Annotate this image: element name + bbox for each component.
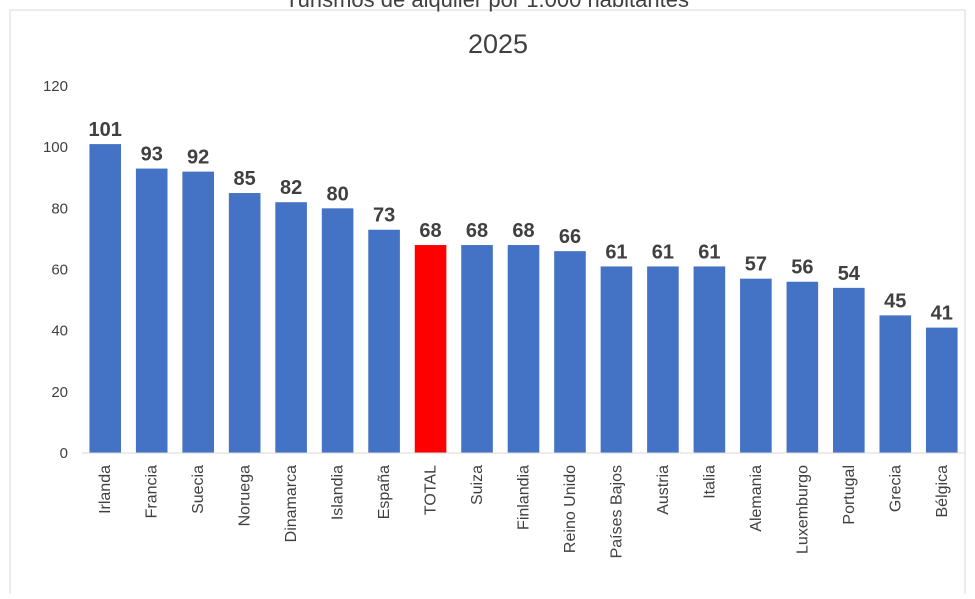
bar <box>182 171 214 453</box>
data-label: 82 <box>280 177 302 199</box>
x-tick-label: Países Bajos <box>608 465 625 558</box>
y-tick-label: 80 <box>51 200 68 217</box>
x-tick-label: Francia <box>144 465 161 518</box>
x-tick-label: Italia <box>701 465 718 499</box>
data-label: 80 <box>326 183 348 205</box>
chart-title: 2025 <box>468 29 528 59</box>
bar <box>89 144 122 453</box>
bar <box>554 251 586 453</box>
x-tick-label: España <box>376 465 393 519</box>
y-tick-label: 120 <box>43 78 68 95</box>
data-label: 92 <box>187 147 209 169</box>
data-label: 85 <box>234 168 256 190</box>
top-caption: Turismos de alquiler por 1.000 habitante… <box>285 0 689 12</box>
y-tick-label: 100 <box>43 139 68 156</box>
x-tick-label: Luxemburgo <box>794 465 811 554</box>
bar <box>507 245 540 453</box>
bar <box>368 229 400 453</box>
data-label: 68 <box>419 220 441 242</box>
data-labels: 101 93 92 85 82 80 73 68 68 68 66 61 61 61 57 56 54 45 41 <box>89 119 953 325</box>
data-label: 56 <box>791 257 813 279</box>
x-tick-label: Irlanda <box>97 465 114 514</box>
bar <box>879 315 912 453</box>
x-tick-label: Alemania <box>748 465 765 532</box>
bar <box>693 266 726 453</box>
x-tick-label: Suiza <box>469 465 486 505</box>
data-label: 73 <box>373 205 395 227</box>
y-tick-label: 0 <box>60 445 68 462</box>
data-label: 101 <box>89 119 122 141</box>
y-tick-label: 20 <box>51 384 68 401</box>
x-axis: Irlanda Francia Suecia Noruega Dinamarca Isla… <box>97 465 951 558</box>
x-tick-label: Bélgica <box>934 465 951 518</box>
x-tick-label: Reino Unido <box>562 465 579 553</box>
bar <box>414 245 447 453</box>
bar <box>275 202 307 453</box>
y-tick-label: 40 <box>51 323 68 340</box>
data-label: 41 <box>931 303 953 325</box>
x-tick-label: Islandia <box>330 465 347 520</box>
x-tick-label: Dinamarca <box>283 465 300 542</box>
bar <box>600 266 633 453</box>
x-tick-label: Suecia <box>190 465 207 514</box>
data-label: 68 <box>466 220 488 242</box>
x-tick-label: Grecia <box>887 465 904 512</box>
bar <box>321 208 354 453</box>
bar <box>461 245 493 453</box>
data-label: 93 <box>141 144 163 166</box>
bar <box>135 168 168 453</box>
bar <box>740 278 772 453</box>
data-label: 61 <box>698 241 720 263</box>
data-label: 54 <box>838 263 861 285</box>
bar <box>228 193 261 453</box>
y-tick-label: 60 <box>51 262 68 279</box>
bar <box>647 266 679 453</box>
data-label: 61 <box>652 241 674 263</box>
x-tick-label: Austria <box>655 465 672 515</box>
bar <box>786 281 819 453</box>
y-axis: 0 20 40 60 80 100 120 <box>43 78 68 462</box>
data-label: 68 <box>512 220 534 242</box>
bar <box>925 327 958 453</box>
data-label: 45 <box>884 290 906 312</box>
data-label: 61 <box>605 241 627 263</box>
bar <box>833 287 865 453</box>
x-tick-label: Noruega <box>237 465 254 526</box>
data-label: 66 <box>559 226 581 248</box>
bar-series <box>89 144 958 453</box>
x-tick-label: TOTAL <box>423 465 440 515</box>
x-tick-label: Finlandia <box>516 465 533 530</box>
data-label: 57 <box>745 254 767 276</box>
x-tick-label: Portugal <box>841 465 858 525</box>
